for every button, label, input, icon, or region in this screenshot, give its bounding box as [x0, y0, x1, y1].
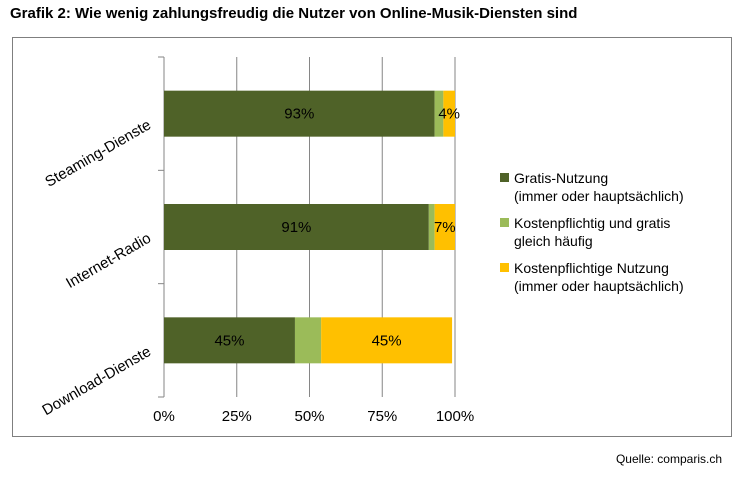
bar-2-0: [164, 317, 295, 364]
bar-1-2: [434, 204, 455, 250]
bar-label-1-0: 91%: [281, 219, 311, 236]
bar-2-1: [294, 317, 322, 364]
bar-1-1: [428, 204, 435, 250]
legend-label-0: Gratis-Nutzung (immer oder hauptsächlich): [514, 170, 684, 204]
x-tick-label-1: 25%: [222, 408, 252, 425]
legend-swatch-0: [500, 173, 509, 182]
bar-0-1: [434, 90, 444, 137]
legend-label-2: Kostenpflichtige Nutzung (immer oder haup…: [514, 260, 684, 294]
source-note: Quelle: comparis.ch: [615, 452, 722, 466]
legend-label-1: Kostenpflichtig und gratis gleich häufig: [514, 215, 670, 249]
x-tick-label-3: 75%: [367, 408, 397, 425]
x-tick-label-4: 100%: [436, 408, 474, 425]
category-label-0: Steaming-Dienste: [42, 116, 154, 190]
bar-label-1-2: 7%: [434, 219, 456, 236]
bar-label-2-2: 45%: [372, 332, 402, 349]
bar-1-0: [164, 204, 429, 250]
bar-label-2-0: 45%: [214, 332, 244, 349]
bar-2-2: [321, 317, 453, 364]
bar-0-0: [164, 90, 435, 137]
bar-label-0-2: 4%: [438, 106, 460, 123]
bar-0-2: [443, 90, 455, 137]
chart-title: Grafik 2: Wie wenig zahlungsfreudig die …: [10, 5, 578, 22]
category-label-2: Download-Dienste: [39, 343, 154, 419]
category-label-1: Internet-Radio: [63, 230, 154, 292]
x-tick-label-2: 50%: [294, 408, 324, 425]
bar-label-0-0: 93%: [284, 106, 314, 123]
chart-frame: [12, 37, 732, 437]
legend-swatch-2: [500, 263, 509, 272]
legend-swatch-1: [500, 218, 509, 227]
x-tick-label-0: 0%: [153, 408, 175, 425]
